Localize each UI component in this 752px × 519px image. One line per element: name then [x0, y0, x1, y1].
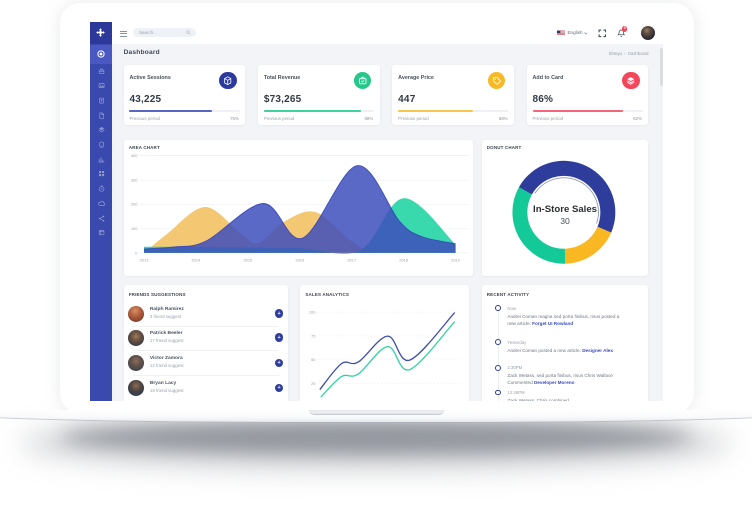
svg-text:2018: 2018	[399, 258, 409, 263]
svg-text:75: 75	[311, 333, 316, 338]
svg-text:400: 400	[130, 153, 137, 158]
svg-text:2013: 2013	[139, 258, 149, 263]
svg-text:100: 100	[130, 226, 137, 231]
svg-text:200: 200	[130, 202, 137, 207]
svg-text:2015: 2015	[243, 258, 253, 263]
svg-text:2017: 2017	[347, 258, 357, 263]
svg-text:300: 300	[130, 178, 137, 183]
svg-text:100: 100	[309, 309, 316, 314]
svg-text:50: 50	[311, 357, 316, 362]
svg-text:25: 25	[311, 381, 316, 386]
svg-text:0: 0	[135, 251, 138, 256]
svg-text:2016: 2016	[295, 258, 305, 263]
svg-text:2014: 2014	[191, 258, 201, 263]
svg-text:2019: 2019	[451, 258, 461, 263]
